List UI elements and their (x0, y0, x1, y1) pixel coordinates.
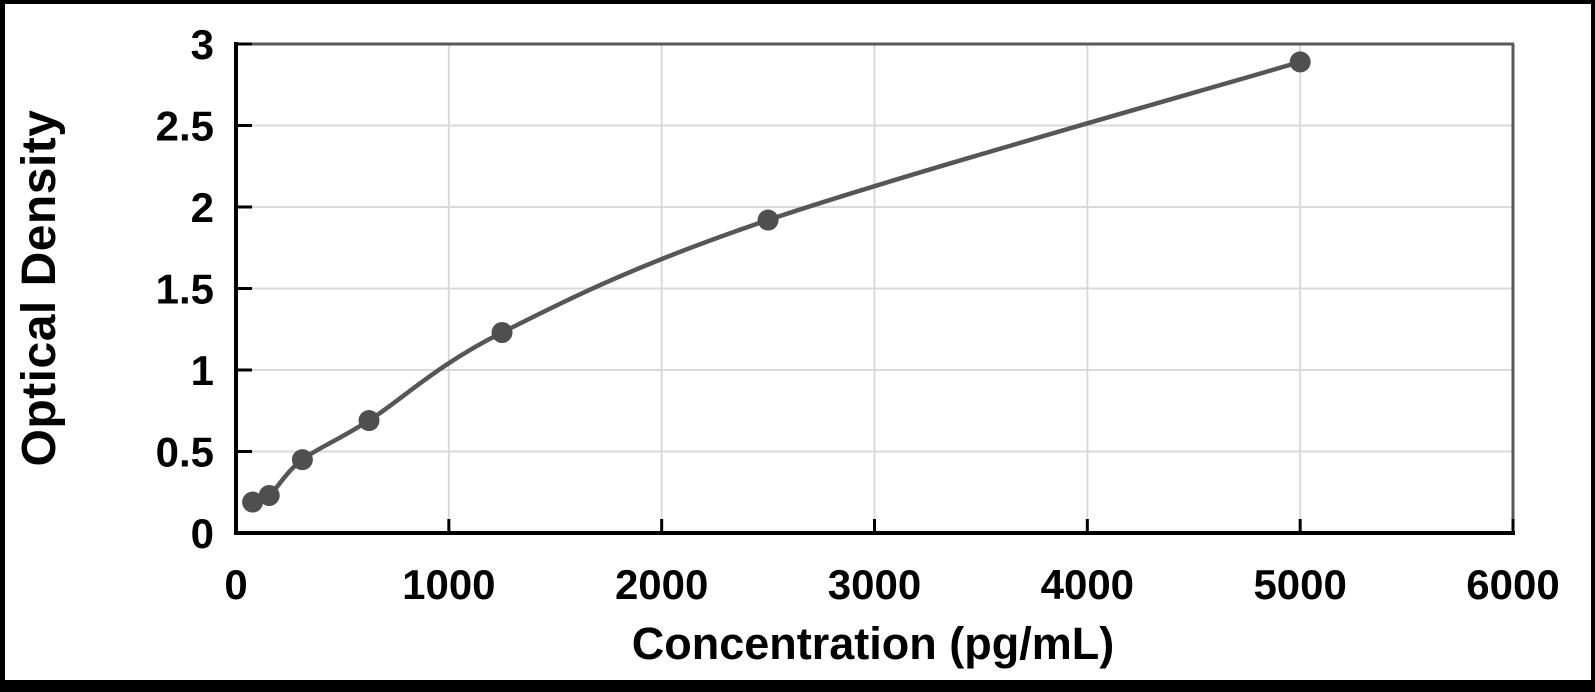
y-tick-label: 2.5 (156, 103, 214, 150)
x-tick-label: 1000 (402, 561, 495, 608)
data-point (757, 209, 779, 231)
y-tick-label: 3 (191, 21, 214, 68)
data-point (242, 491, 264, 513)
x-tick-label: 5000 (1253, 561, 1346, 608)
x-tick-label: 4000 (1041, 561, 1134, 608)
standard-curve-line (250, 59, 1303, 505)
data-point (1289, 51, 1311, 73)
x-axis-title: Concentration (pg/mL) (631, 618, 1115, 669)
y-tick-label: 2 (191, 184, 214, 231)
y-tick-label: 0.5 (156, 429, 214, 476)
x-tick-label: 6000 (1466, 561, 1559, 608)
data-point (291, 449, 313, 471)
data-point (491, 322, 513, 344)
x-tick-label: 0 (224, 561, 247, 608)
y-axis-title: Optical Density (13, 109, 66, 467)
y-tick-label: 1 (191, 347, 214, 394)
x-tick-label: 2000 (615, 561, 708, 608)
data-point (258, 485, 280, 507)
y-tick-label: 1.5 (156, 266, 214, 313)
x-tick-label: 3000 (828, 561, 921, 608)
y-tick-label: 0 (191, 510, 214, 557)
data-point (358, 410, 380, 432)
